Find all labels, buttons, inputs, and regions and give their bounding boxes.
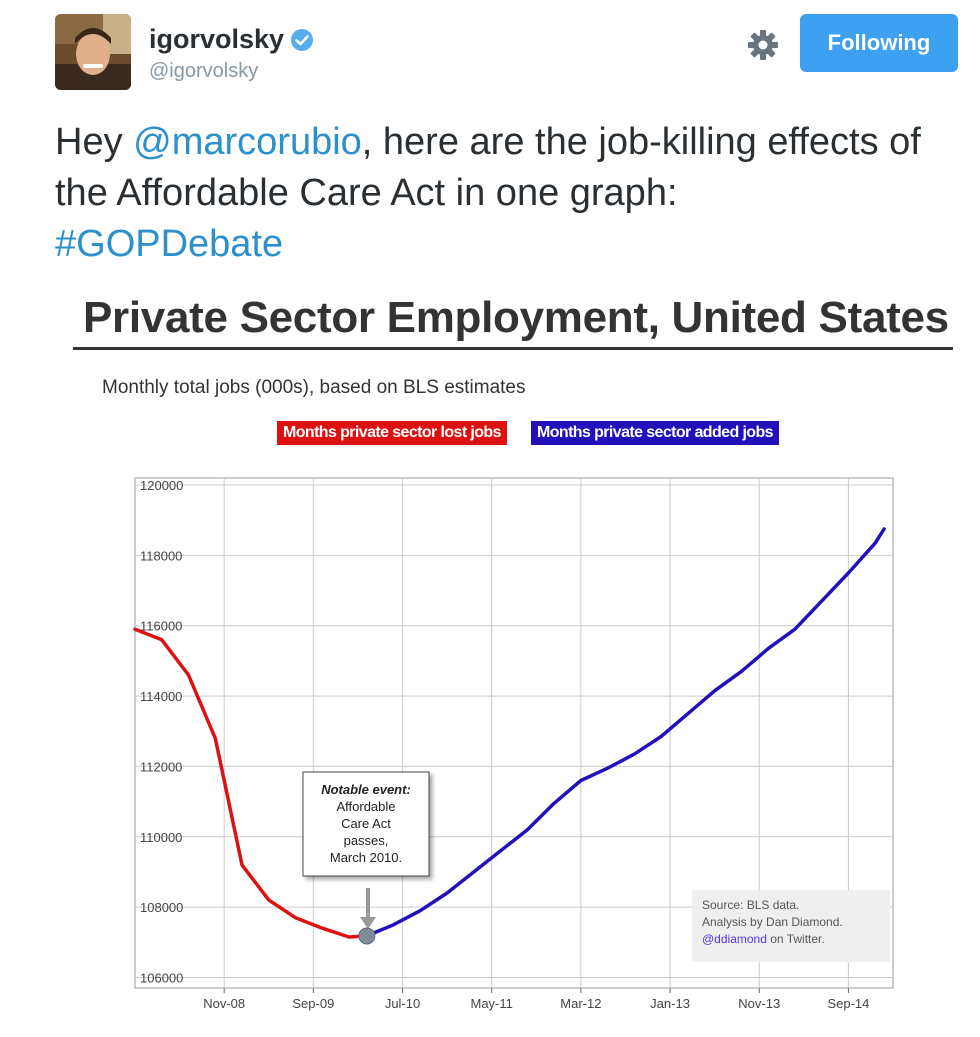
title-rule xyxy=(73,347,953,350)
x-axis-ticks: Nov-08 Sep-09 Jul-10 May-11 Mar-12 Jan-13 Nov-… xyxy=(203,988,869,1011)
x-tick-label: Sep-09 xyxy=(292,996,334,1011)
legend-added-jobs: Months private sector added jobs xyxy=(531,421,779,445)
annotation-line-2: Care Act xyxy=(341,816,391,831)
annotation-line-3: passes, xyxy=(344,833,389,848)
chart-image[interactable]: Private Sector Employment, United States… xyxy=(65,285,970,1037)
y-tick-label: 110000 xyxy=(140,830,182,845)
source-line-2: Analysis by Dan Diamond. xyxy=(702,915,843,929)
source-link[interactable]: @ddiamond xyxy=(702,932,767,946)
x-tick-label: Nov-08 xyxy=(203,996,245,1011)
display-name[interactable]: igorvolsky xyxy=(149,24,314,55)
y-tick-label: 112000 xyxy=(140,759,182,774)
tweet-text-start: Hey xyxy=(55,121,134,163)
event-marker-layer xyxy=(358,927,376,945)
gear-icon[interactable] xyxy=(745,27,781,63)
tweet-text-rest: , here are the job-killing effects of th… xyxy=(55,121,921,214)
annotation-arrowhead xyxy=(360,917,376,929)
source-note: Source: BLS data. Analysis by Dan Diamon… xyxy=(692,890,890,962)
verified-badge-icon xyxy=(291,28,314,51)
series-lines xyxy=(133,527,886,939)
x-tick-label: May-11 xyxy=(471,996,513,1011)
handle[interactable]: @igorvolsky xyxy=(149,60,259,82)
x-tick-label: Mar-12 xyxy=(560,996,601,1011)
hashtag-link[interactable]: #GOPDebate xyxy=(55,223,284,265)
annotation-heading: Notable event: xyxy=(321,782,411,797)
chart-title: Private Sector Employment, United States xyxy=(83,293,949,342)
y-tick-label: 108000 xyxy=(140,900,183,915)
y-tick-label: 118000 xyxy=(140,548,182,563)
series-line-added-jobs xyxy=(365,527,886,938)
annotation-line-4: March 2010. xyxy=(330,850,402,865)
tweet-text: Hey @marcorubio, here are the job-killin… xyxy=(55,117,965,270)
source-line-3-rest: on Twitter. xyxy=(767,932,825,946)
x-tick-label: Sep-14 xyxy=(827,996,869,1011)
y-tick-label: 116000 xyxy=(140,619,182,634)
display-name-text[interactable]: igorvolsky xyxy=(149,24,285,54)
source-line-1: Source: BLS data. xyxy=(702,898,799,912)
chart-subtitle: Monthly total jobs (000s), based on BLS … xyxy=(102,377,526,398)
legend-lost-jobs: Months private sector lost jobs xyxy=(277,421,507,445)
annotation-callout: Notable event: Affordable Care Act passe… xyxy=(302,771,430,929)
x-tick-label: Jul-10 xyxy=(385,996,420,1011)
following-button[interactable]: Following xyxy=(800,14,958,72)
series-line-lost-jobs xyxy=(133,627,369,939)
y-tick-label: 120000 xyxy=(140,478,183,493)
y-tick-label: 114000 xyxy=(140,689,182,704)
mention-link[interactable]: @marcorubio xyxy=(133,121,362,163)
x-tick-label: Jan-13 xyxy=(650,996,690,1011)
source-line-3: @ddiamond on Twitter. xyxy=(702,932,825,946)
avatar[interactable] xyxy=(55,14,131,90)
event-marker xyxy=(358,927,376,945)
y-tick-label: 106000 xyxy=(140,970,183,985)
annotation-line-1: Affordable xyxy=(336,799,395,814)
chart-plot: 106000 108000 110000 112000 114000 116000 1180… xyxy=(133,477,894,1011)
y-axis-ticks: 106000 108000 110000 112000 114000 116000 1180… xyxy=(140,478,183,985)
x-tick-label: Nov-13 xyxy=(738,996,780,1011)
